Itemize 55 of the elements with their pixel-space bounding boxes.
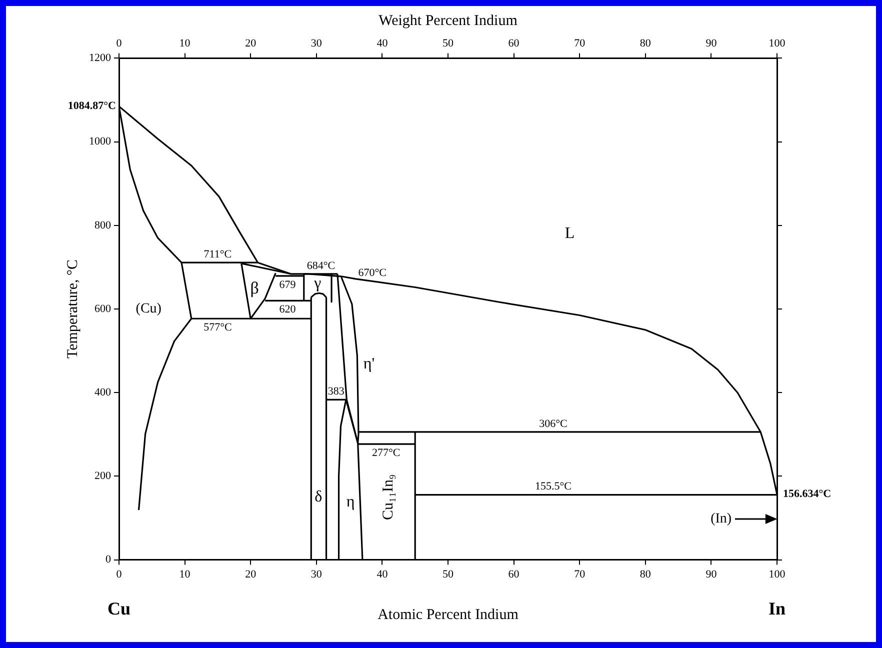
- x-tick-label: 80: [640, 568, 652, 580]
- annotation: 277°C: [372, 446, 400, 459]
- x-tick-label: 60: [508, 568, 520, 580]
- text: In: [768, 598, 786, 619]
- x2-tick-label: 30: [310, 37, 322, 50]
- x-tick-label: 10: [179, 568, 191, 580]
- annotation: 711°C: [204, 248, 232, 260]
- annotation: δ: [314, 488, 322, 506]
- y-tick-label: 800: [94, 219, 112, 232]
- annotation: 684°C: [306, 260, 336, 272]
- y-tick-label: 0: [106, 554, 112, 566]
- x2-tick-label: 70: [574, 37, 586, 50]
- x2-tick-label: 60: [508, 37, 520, 50]
- annotation: 306°C: [539, 418, 568, 430]
- annotation: 383: [328, 386, 345, 398]
- annotation: (In): [710, 511, 732, 526]
- y-tick-label: 400: [94, 386, 112, 398]
- x-tick-label: 30: [310, 568, 322, 580]
- x2-tick-label: 40: [376, 37, 388, 50]
- x2-tick-label: 10: [179, 37, 191, 50]
- x-tick-label: 70: [574, 568, 586, 580]
- x-tick-label: 50: [442, 568, 454, 580]
- annotation: 670°C: [358, 266, 386, 279]
- y-tick-label: 200: [94, 470, 112, 482]
- annotation: 679: [279, 278, 296, 291]
- annotation: 620: [279, 304, 296, 316]
- x-tick-label: 90: [706, 568, 718, 580]
- x2-tick-label: 100: [768, 37, 786, 50]
- annotation: (Cu): [136, 302, 162, 317]
- x-tick-label: 40: [376, 568, 388, 580]
- annotation: 1084.87°C: [68, 100, 116, 112]
- annotation: η': [363, 355, 375, 372]
- x2-tick-label: 90: [706, 37, 718, 50]
- annotation: Cu₁₁In₉: [380, 474, 397, 520]
- x-axis-title: Atomic Percent Indium: [378, 606, 519, 623]
- y-tick-label: 1000: [89, 136, 112, 148]
- x2-tick-label: 20: [245, 37, 257, 50]
- y-tick-label: 1200: [89, 52, 112, 64]
- x2-tick-label: 50: [442, 37, 454, 50]
- y-axis-title: Temperature, °C: [64, 259, 81, 359]
- y-tick-label: 600: [94, 302, 112, 315]
- annotation: L: [564, 224, 575, 242]
- x-tick-label: 20: [245, 568, 257, 580]
- text: Cu: [107, 598, 131, 619]
- annotation: 156.634°C: [783, 488, 832, 500]
- x2-tick-label: 0: [116, 37, 122, 50]
- annotation: β: [250, 278, 259, 298]
- x-tick-label: 0: [116, 568, 122, 580]
- annotation: η: [346, 493, 355, 510]
- x2-axis-title: Weight Percent Indium: [378, 12, 518, 29]
- annotation: 155.5°C: [535, 480, 572, 493]
- x-tick-label: 100: [768, 568, 786, 580]
- annotation: γ: [313, 275, 322, 292]
- x2-tick-label: 80: [640, 37, 652, 50]
- annotation: 577°C: [204, 322, 232, 334]
